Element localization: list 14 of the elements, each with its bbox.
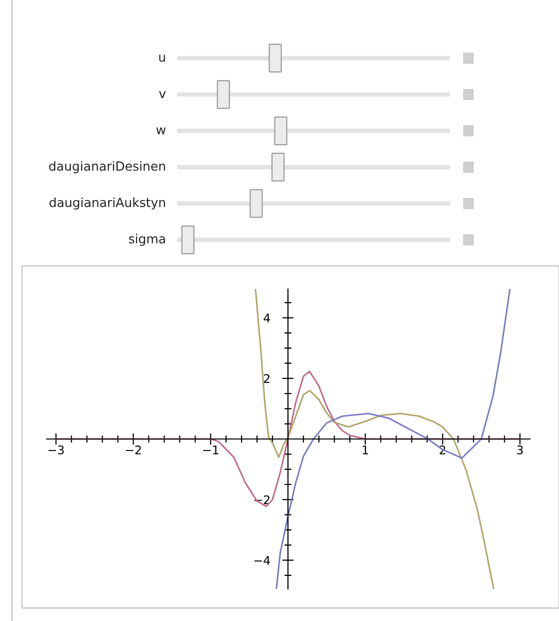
category-label: daugianariDesinen	[49, 161, 166, 174]
category-label: w	[156, 127, 166, 134]
category-label: u	[159, 54, 165, 62]
category-label: sigma	[129, 234, 165, 246]
y-tick-label: −4	[254, 556, 270, 565]
x-tick-label: 3	[517, 445, 523, 454]
x-tick-label: −1	[203, 446, 218, 454]
y-tick-label: 2	[264, 374, 270, 383]
x-tick-label: −2	[126, 445, 141, 454]
y-tick-label: 4	[264, 314, 270, 322]
category-label: daugianariAukstyn	[50, 197, 166, 210]
category-label: v	[159, 91, 166, 98]
x-tick-label: 1	[362, 446, 368, 454]
x-tick-label: −3	[48, 445, 64, 454]
